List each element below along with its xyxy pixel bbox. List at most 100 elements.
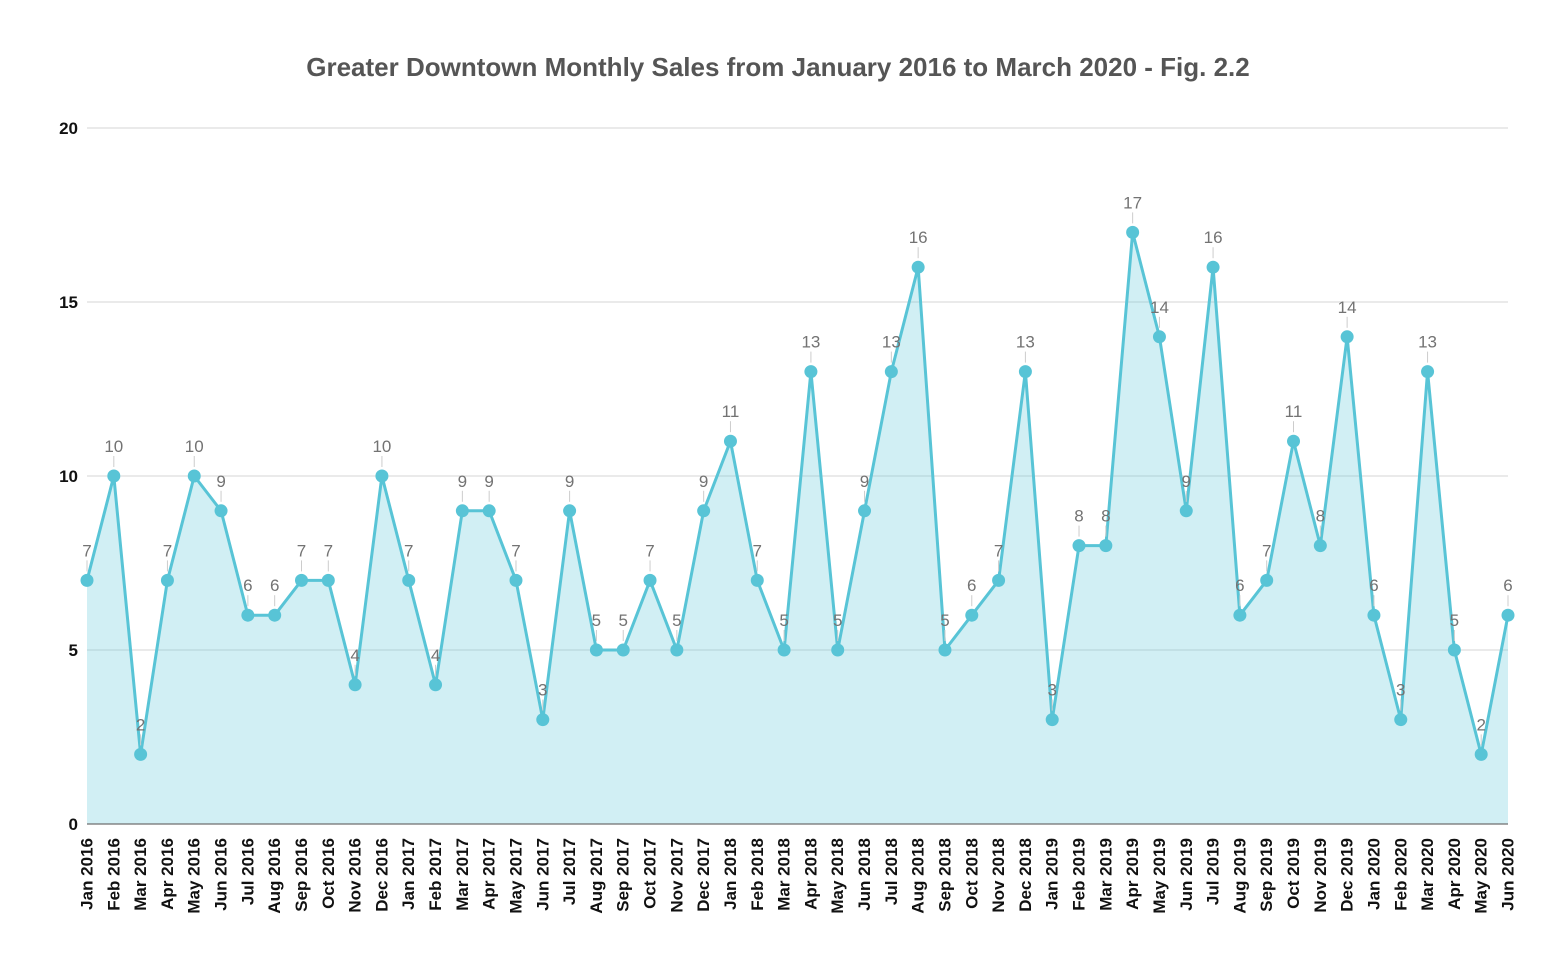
data-point-marker[interactable] (965, 608, 979, 622)
data-point-label: 10 (372, 437, 391, 456)
data-point-marker[interactable] (911, 260, 925, 274)
x-axis-tick-label: Dec 2018 (1016, 838, 1035, 912)
data-point-marker[interactable] (214, 504, 228, 518)
data-point-marker[interactable] (321, 573, 335, 587)
x-axis-tick-label: Dec 2019 (1338, 838, 1357, 912)
x-axis-tick-label: Sep 2018 (935, 838, 954, 912)
data-point-marker[interactable] (643, 573, 657, 587)
x-axis-tick-label: Oct 2016 (319, 838, 338, 909)
x-axis-tick-label: Jun 2018 (855, 838, 874, 911)
data-point-marker[interactable] (536, 713, 550, 727)
x-axis-tick-label: Nov 2019 (1311, 838, 1330, 913)
x-axis-tick-label: Jan 2016 (78, 838, 97, 910)
data-point-label: 7 (404, 541, 413, 560)
data-point-marker[interactable] (80, 573, 94, 587)
x-axis-tick-label: Jan 2019 (1043, 838, 1062, 910)
data-point-marker[interactable] (589, 643, 603, 657)
data-point-label: 7 (511, 541, 520, 560)
data-point-marker[interactable] (375, 469, 389, 483)
data-point-marker[interactable] (884, 365, 898, 379)
data-point-marker[interactable] (831, 643, 845, 657)
data-point-marker[interactable] (429, 678, 443, 692)
data-point-marker[interactable] (1287, 434, 1301, 448)
data-point-marker[interactable] (1474, 747, 1488, 761)
chart-title: Greater Downtown Monthly Sales from Janu… (306, 52, 1250, 82)
data-point-marker[interactable] (482, 504, 496, 518)
x-axis-tick-label: Jul 2019 (1204, 838, 1223, 905)
data-point-marker[interactable] (187, 469, 201, 483)
x-axis-tick-label: Jun 2020 (1499, 838, 1518, 911)
data-point-label: 7 (324, 541, 333, 560)
data-point-label: 6 (1235, 576, 1244, 595)
data-point-label: 8 (1316, 507, 1325, 526)
data-point-marker[interactable] (1206, 260, 1220, 274)
data-point-label: 2 (136, 715, 145, 734)
data-point-marker[interactable] (1126, 225, 1140, 239)
data-point-marker[interactable] (1018, 365, 1032, 379)
data-point-label: 5 (592, 611, 601, 630)
x-axis-tick-label: Dec 2016 (372, 838, 391, 912)
data-point-label: 9 (458, 472, 467, 491)
data-point-marker[interactable] (1447, 643, 1461, 657)
data-point-marker[interactable] (804, 365, 818, 379)
data-point-marker[interactable] (1260, 573, 1274, 587)
data-point-marker[interactable] (563, 504, 577, 518)
data-point-marker[interactable] (134, 747, 148, 761)
x-axis-tick-label: Jan 2017 (399, 838, 418, 910)
data-point-marker[interactable] (455, 504, 469, 518)
data-point-marker[interactable] (294, 573, 308, 587)
data-point-label: 6 (1503, 576, 1512, 595)
x-axis-tick-label: Jun 2019 (1177, 838, 1196, 911)
data-point-marker[interactable] (723, 434, 737, 448)
x-axis-tick-label: Feb 2019 (1070, 838, 1089, 911)
y-axis-tick-15: 15 (59, 293, 78, 312)
data-point-marker[interactable] (1501, 608, 1515, 622)
x-axis-tick-label: Oct 2017 (641, 838, 660, 909)
y-axis-tick-10: 10 (59, 467, 78, 486)
data-point-label: 9 (860, 472, 869, 491)
data-point-marker[interactable] (160, 573, 174, 587)
y-axis-tick-5: 5 (69, 641, 78, 660)
data-point-marker[interactable] (268, 608, 282, 622)
data-point-marker[interactable] (1421, 365, 1435, 379)
data-point-marker[interactable] (750, 573, 764, 587)
data-point-marker[interactable] (509, 573, 523, 587)
data-point-marker[interactable] (1179, 504, 1193, 518)
data-point-marker[interactable] (777, 643, 791, 657)
data-point-marker[interactable] (1394, 713, 1408, 727)
data-point-marker[interactable] (1045, 713, 1059, 727)
data-point-marker[interactable] (697, 504, 711, 518)
data-point-marker[interactable] (616, 643, 630, 657)
data-point-marker[interactable] (1340, 330, 1354, 344)
data-point-marker[interactable] (1367, 608, 1381, 622)
data-point-label: 4 (350, 646, 359, 665)
data-point-marker[interactable] (992, 573, 1006, 587)
data-point-label: 6 (967, 576, 976, 595)
x-axis-tick-label: Sep 2016 (292, 838, 311, 912)
data-point-marker[interactable] (348, 678, 362, 692)
data-point-marker[interactable] (402, 573, 416, 587)
data-point-marker[interactable] (670, 643, 684, 657)
x-axis-tick-label: Jul 2017 (560, 838, 579, 905)
data-point-marker[interactable] (858, 504, 872, 518)
data-point-label: 8 (1101, 507, 1110, 526)
data-point-label: 5 (672, 611, 681, 630)
data-point-marker[interactable] (1233, 608, 1247, 622)
x-axis-tick-label: Mar 2017 (453, 838, 472, 911)
x-axis-tick-label: Apr 2018 (801, 838, 820, 910)
data-point-marker[interactable] (107, 469, 121, 483)
data-point-marker[interactable] (1152, 330, 1166, 344)
data-point-label: 9 (484, 472, 493, 491)
data-point-marker[interactable] (1099, 539, 1113, 553)
data-point-label: 7 (994, 541, 1003, 560)
x-axis-tick-label: Mar 2016 (131, 838, 150, 911)
data-point-marker[interactable] (1072, 539, 1086, 553)
x-axis-tick-label: Aug 2019 (1230, 838, 1249, 914)
data-point-marker[interactable] (241, 608, 255, 622)
x-axis-tick-label: Nov 2017 (667, 838, 686, 913)
x-axis-tick-label: Oct 2019 (1284, 838, 1303, 909)
data-point-marker[interactable] (938, 643, 952, 657)
data-point-label: 10 (185, 437, 204, 456)
data-point-marker[interactable] (1313, 539, 1327, 553)
